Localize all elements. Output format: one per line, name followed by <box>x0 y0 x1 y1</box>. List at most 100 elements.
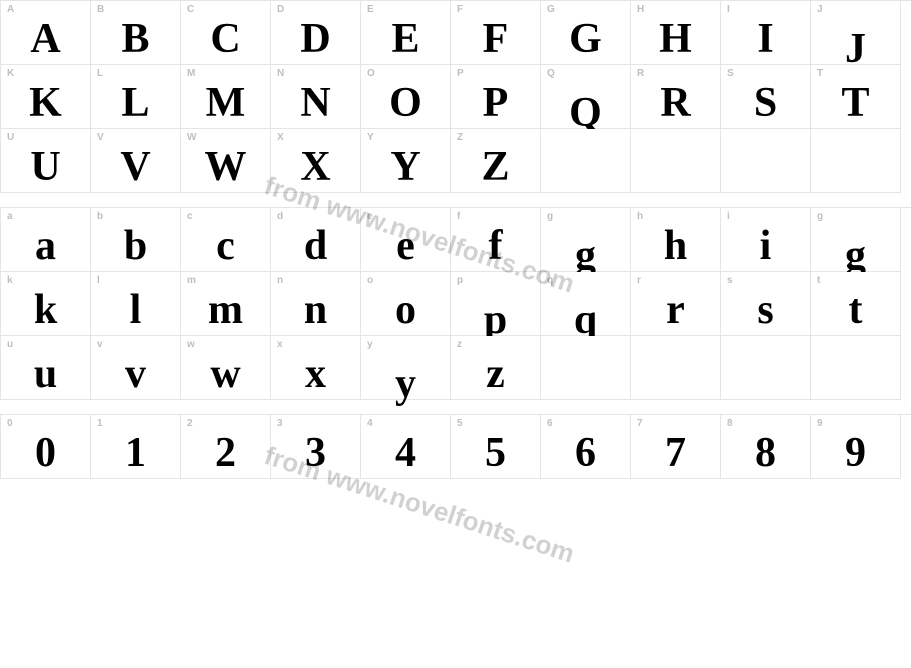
cell-glyph: U <box>30 146 60 188</box>
glyph-cell: SS <box>721 65 811 129</box>
glyph-cell: AA <box>1 1 91 65</box>
cell-glyph: O <box>389 82 422 124</box>
cell-glyph: 4 <box>395 432 416 474</box>
glyph-cell: ee <box>361 208 451 272</box>
cell-glyph: d <box>304 225 327 267</box>
cell-glyph: q <box>574 299 597 341</box>
cell-glyph: 2 <box>215 432 236 474</box>
glyph-cell: PP <box>451 65 541 129</box>
cell-glyph: 5 <box>485 432 506 474</box>
cell-label: V <box>97 132 104 143</box>
cell-label: R <box>637 68 645 79</box>
cell-label: H <box>637 4 645 15</box>
cell-glyph: y <box>395 363 416 405</box>
glyph-cell: 22 <box>181 415 271 479</box>
glyph-cell: gg <box>541 208 631 272</box>
cell-label: 6 <box>547 418 553 429</box>
cell-glyph: M <box>206 82 246 124</box>
cell-glyph: C <box>210 18 240 60</box>
glyph-cell: XX <box>271 129 361 193</box>
cell-label: Y <box>367 132 374 143</box>
glyph-cell <box>631 336 721 400</box>
glyph-cell: JJ <box>811 1 901 65</box>
glyph-cell: 99 <box>811 415 901 479</box>
cell-glyph: Q <box>569 92 602 134</box>
cell-label: Q <box>547 68 555 79</box>
cell-label: l <box>97 275 100 286</box>
cell-label: C <box>187 4 195 15</box>
cell-glyph: w <box>210 353 240 395</box>
section-gap <box>0 193 911 207</box>
cell-glyph: E <box>391 18 419 60</box>
cell-label: W <box>187 132 197 143</box>
glyph-cell: dd <box>271 208 361 272</box>
cell-label: q <box>547 275 553 286</box>
glyph-cell: KK <box>1 65 91 129</box>
cell-glyph: r <box>666 289 685 331</box>
cell-glyph: l <box>130 289 142 331</box>
glyph-cell: UU <box>1 129 91 193</box>
glyph-cell: MM <box>181 65 271 129</box>
cell-label: 3 <box>277 418 283 429</box>
cell-glyph: u <box>34 353 57 395</box>
glyph-cell: YY <box>361 129 451 193</box>
cell-glyph: b <box>124 225 147 267</box>
glyph-cell: 44 <box>361 415 451 479</box>
glyph-cell: WW <box>181 129 271 193</box>
cell-label: r <box>637 275 641 286</box>
glyph-cell: uu <box>1 336 91 400</box>
cell-label: 2 <box>187 418 193 429</box>
cell-label: E <box>367 4 374 15</box>
glyph-cell <box>721 336 811 400</box>
glyph-cell: 77 <box>631 415 721 479</box>
glyph-cell: qq <box>541 272 631 336</box>
glyph-cell: mm <box>181 272 271 336</box>
glyph-cell: hh <box>631 208 721 272</box>
cell-glyph: 7 <box>665 432 686 474</box>
glyph-cell: 66 <box>541 415 631 479</box>
cell-label: d <box>277 211 283 222</box>
cell-label: 9 <box>817 418 823 429</box>
glyph-cell: HH <box>631 1 721 65</box>
cell-glyph: n <box>304 289 327 331</box>
cell-glyph: t <box>849 289 863 331</box>
glyph-cell: aa <box>1 208 91 272</box>
glyph-cell: GG <box>541 1 631 65</box>
cell-label: g <box>547 211 553 222</box>
cell-label: B <box>97 4 105 15</box>
glyph-section: 00112233445566778899 <box>0 414 911 479</box>
cell-label: u <box>7 339 13 350</box>
cell-glyph: s <box>757 289 773 331</box>
glyph-cell: 88 <box>721 415 811 479</box>
cell-label: M <box>187 68 196 79</box>
cell-label: m <box>187 275 196 286</box>
cell-glyph: N <box>300 82 330 124</box>
cell-glyph: I <box>757 18 773 60</box>
glyph-cell <box>541 129 631 193</box>
cell-glyph: V <box>120 146 150 188</box>
cell-label: s <box>727 275 733 286</box>
cell-glyph: v <box>125 353 146 395</box>
glyph-cell: CC <box>181 1 271 65</box>
cell-label: U <box>7 132 15 143</box>
cell-glyph: f <box>489 225 503 267</box>
cell-label: 5 <box>457 418 463 429</box>
cell-glyph: X <box>300 146 330 188</box>
cell-label: A <box>7 4 15 15</box>
cell-glyph: h <box>664 225 687 267</box>
glyph-cell: FF <box>451 1 541 65</box>
glyph-cell: cc <box>181 208 271 272</box>
cell-glyph: T <box>841 82 869 124</box>
glyph-cell: QQ <box>541 65 631 129</box>
glyph-chart: AABBCCDDEEFFGGHHIIJJKKLLMMNNOOPPQQRRSSTT… <box>0 0 911 479</box>
cell-label: 8 <box>727 418 733 429</box>
cell-glyph: Z <box>481 146 509 188</box>
cell-label: S <box>727 68 734 79</box>
cell-glyph: L <box>121 82 149 124</box>
cell-glyph: H <box>659 18 692 60</box>
cell-glyph: c <box>216 225 235 267</box>
glyph-cell: yy <box>361 336 451 400</box>
cell-label: X <box>277 132 284 143</box>
cell-label: v <box>97 339 103 350</box>
glyph-cell <box>541 336 631 400</box>
